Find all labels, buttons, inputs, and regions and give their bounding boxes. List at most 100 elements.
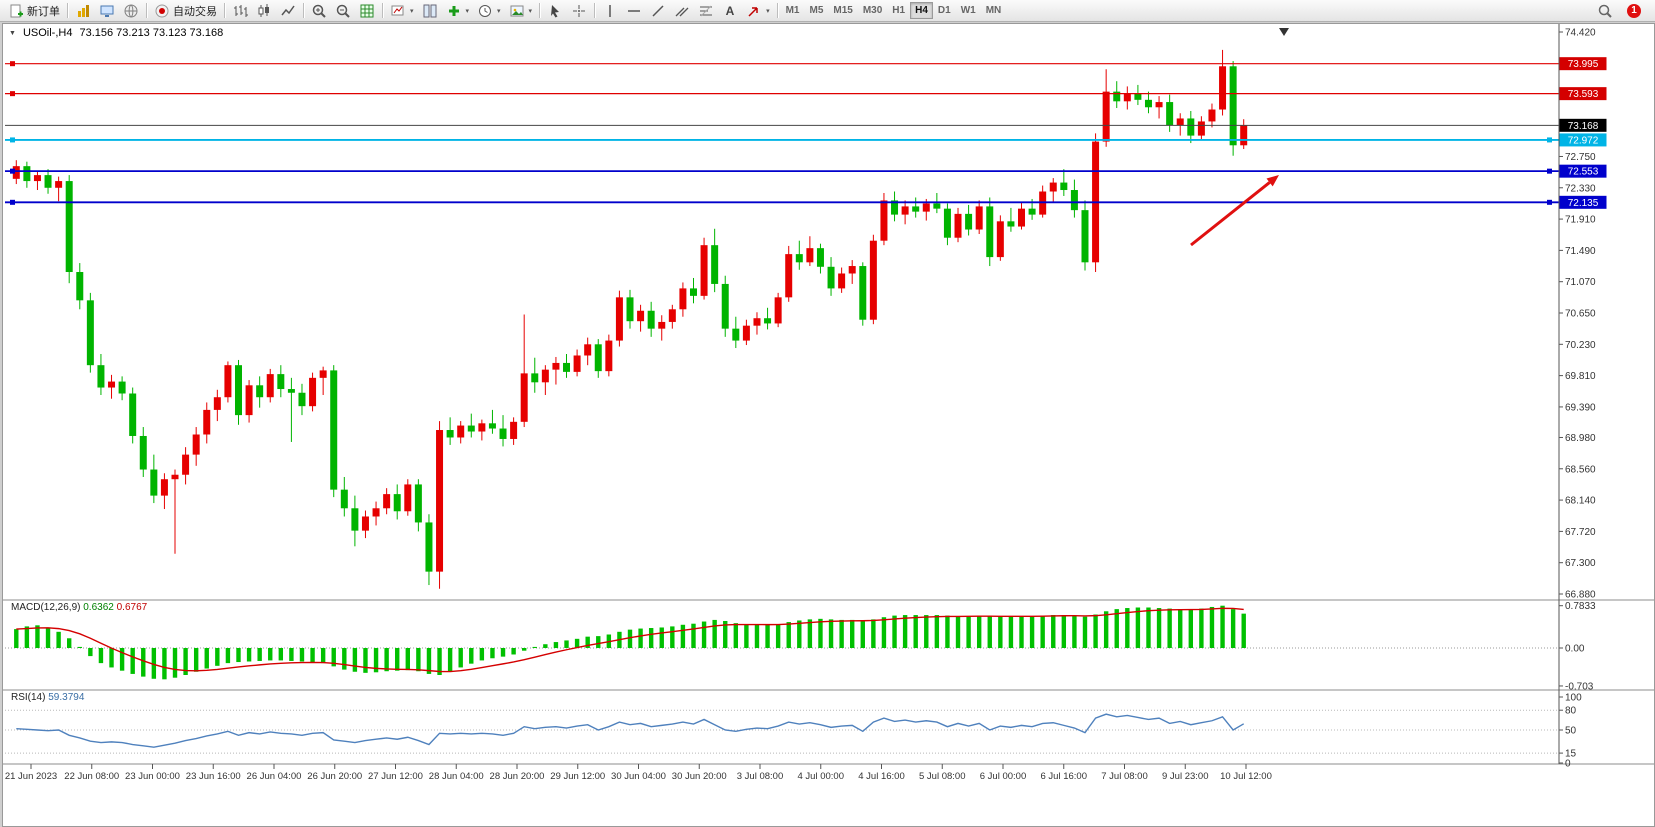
chart-shift-marker[interactable] [1279,28,1289,36]
image-icon [510,5,524,16]
line-handle[interactable] [1547,137,1552,143]
timeframe-m30[interactable]: M30 [858,2,887,19]
svg-text:21 Jun 2023: 21 Jun 2023 [5,771,57,782]
new-order-button-label: 新订单 [27,5,60,18]
autotrading-icon [155,4,169,17]
market-watch-button[interactable] [119,1,143,20]
line-handle[interactable] [10,137,15,143]
horizontal-line-73.593[interactable] [5,91,1559,97]
horizontal-line-72.135[interactable] [5,199,1559,205]
autotrading-button-label: 自动交易 [173,5,217,18]
rsi-axis-label: 80 [1565,706,1577,717]
timeframe-h1[interactable]: H1 [887,2,910,19]
chart-plus-icon [391,5,404,15]
templates-button[interactable]: ▾ [505,1,537,20]
horizontal-line-73.995[interactable] [5,61,1559,67]
svg-text:71.070: 71.070 [1565,277,1596,288]
rsi-axis-label: 0 [1565,759,1571,770]
timeframe-w1[interactable]: W1 [956,2,981,19]
line-handle[interactable] [10,199,15,205]
svg-text:69.390: 69.390 [1565,402,1596,413]
chart-window[interactable]: 74.420 72.750 72.330 71.910 71.490 71.070 70.6… [2,23,1655,827]
cursor-button[interactable] [543,1,567,20]
timeframe-h4[interactable]: H4 [910,2,933,19]
svg-text:23 Jun 16:00: 23 Jun 16:00 [186,771,241,782]
indicator-plus-icon [448,5,459,16]
time-axis[interactable]: 21 Jun 2023 22 Jun 08:00 23 Jun 00:00 23 Ju… [5,764,1272,782]
autotrading-button[interactable]: 自动交易 [150,1,221,20]
periods-button[interactable]: ▾ [473,1,505,20]
svg-text:A: A [726,4,735,18]
arrows-button[interactable]: ▾ [742,1,774,20]
horizontal-line-button[interactable] [622,1,646,20]
zoom-in-button[interactable] [307,1,331,20]
timeframe-mn[interactable]: MN [981,2,1007,19]
new-chart-button[interactable]: ▾ [386,1,418,20]
toolbar-separator [224,3,225,18]
trend-arrow-annotation[interactable] [1190,175,1279,247]
crosshair-icon [573,4,586,17]
svg-text:72.750: 72.750 [1565,152,1596,163]
svg-text:6 Jul 00:00: 6 Jul 00:00 [980,771,1026,782]
chevron-down-icon: ▾ [528,7,533,15]
svg-text:22 Jun 08:00: 22 Jun 08:00 [64,771,119,782]
vertical-line-button[interactable] [598,1,622,20]
timeframe-m1[interactable]: M1 [781,2,805,19]
line-handle[interactable] [10,91,15,97]
svg-text:28 Jun 04:00: 28 Jun 04:00 [429,771,484,782]
svg-text:68.140: 68.140 [1565,496,1596,507]
trendline-button[interactable] [646,1,670,20]
horizontal-line-72.553[interactable] [5,168,1559,174]
fibonacci-button[interactable] [694,1,718,20]
rsi-indicator-label: RSI(14) 59.3794 [11,692,84,703]
timeframe-d1[interactable]: D1 [933,2,956,19]
line-handle[interactable] [10,168,15,174]
chevron-down-icon: ▾ [465,7,470,15]
rsi-axis-label: 15 [1565,749,1577,760]
svg-text:68.980: 68.980 [1565,433,1596,444]
line-handle[interactable] [1547,168,1552,174]
trendline-icon [652,4,664,17]
chart-shift-button[interactable] [418,1,442,20]
price-tag-73.168: 73.168 [1559,118,1607,132]
rsi-axis-label: 50 [1565,726,1577,737]
price-tag-72.553: 72.553 [1559,164,1607,178]
fibo-icon [700,5,713,16]
charts-button[interactable] [71,1,95,20]
svg-text:30 Jun 04:00: 30 Jun 04:00 [611,771,666,782]
profiles-button[interactable] [95,1,119,20]
line-handle[interactable] [10,61,15,67]
text-button[interactable]: A [718,1,742,20]
chart-canvas[interactable]: 74.420 72.750 72.330 71.910 71.490 71.070 70.6… [3,24,1654,826]
macd-title: MACD(12,26,9) [11,602,81,613]
search-button[interactable] [1593,1,1617,20]
notifications-button[interactable]: 1 [1623,1,1645,20]
chevron-down-icon: ▾ [766,7,770,15]
one-click-trading-toggle[interactable]: ▼ [9,29,16,37]
auto-arrange-button[interactable] [355,1,379,20]
horizontal-line-72.972[interactable] [5,137,1559,143]
line-chart-button[interactable] [276,1,300,20]
new-order-button[interactable]: 新订单 [4,1,64,20]
globe-icon [124,4,138,17]
timeframe-m5[interactable]: M5 [804,2,828,19]
candlestick-series[interactable] [12,49,1248,589]
indicators-button[interactable]: ▾ [442,1,474,20]
timeframe-m15[interactable]: M15 [828,2,857,19]
zoom-out-button[interactable] [331,1,355,20]
price-axis[interactable]: 74.420 72.750 72.330 71.910 71.490 71.070 70.6… [1559,28,1596,601]
toolbar-separator [594,3,596,18]
macd-indicator-label: MACD(12,26,9) 0.6362 0.6767 [11,602,147,613]
line-handle[interactable] [1547,199,1552,205]
candlestick-chart-button[interactable] [252,1,276,20]
crosshair-button[interactable] [567,1,591,20]
bar-chart-button[interactable] [228,1,252,20]
channel-button[interactable] [670,1,694,20]
svg-text:10 Jul 12:00: 10 Jul 12:00 [1220,771,1272,782]
vline-icon [609,4,611,17]
svg-text:72.553: 72.553 [1568,167,1599,178]
svg-text:26 Jun 20:00: 26 Jun 20:00 [307,771,362,782]
svg-text:30 Jun 20:00: 30 Jun 20:00 [672,771,727,782]
svg-text:72.972: 72.972 [1568,135,1599,146]
candles-icon [258,3,269,17]
